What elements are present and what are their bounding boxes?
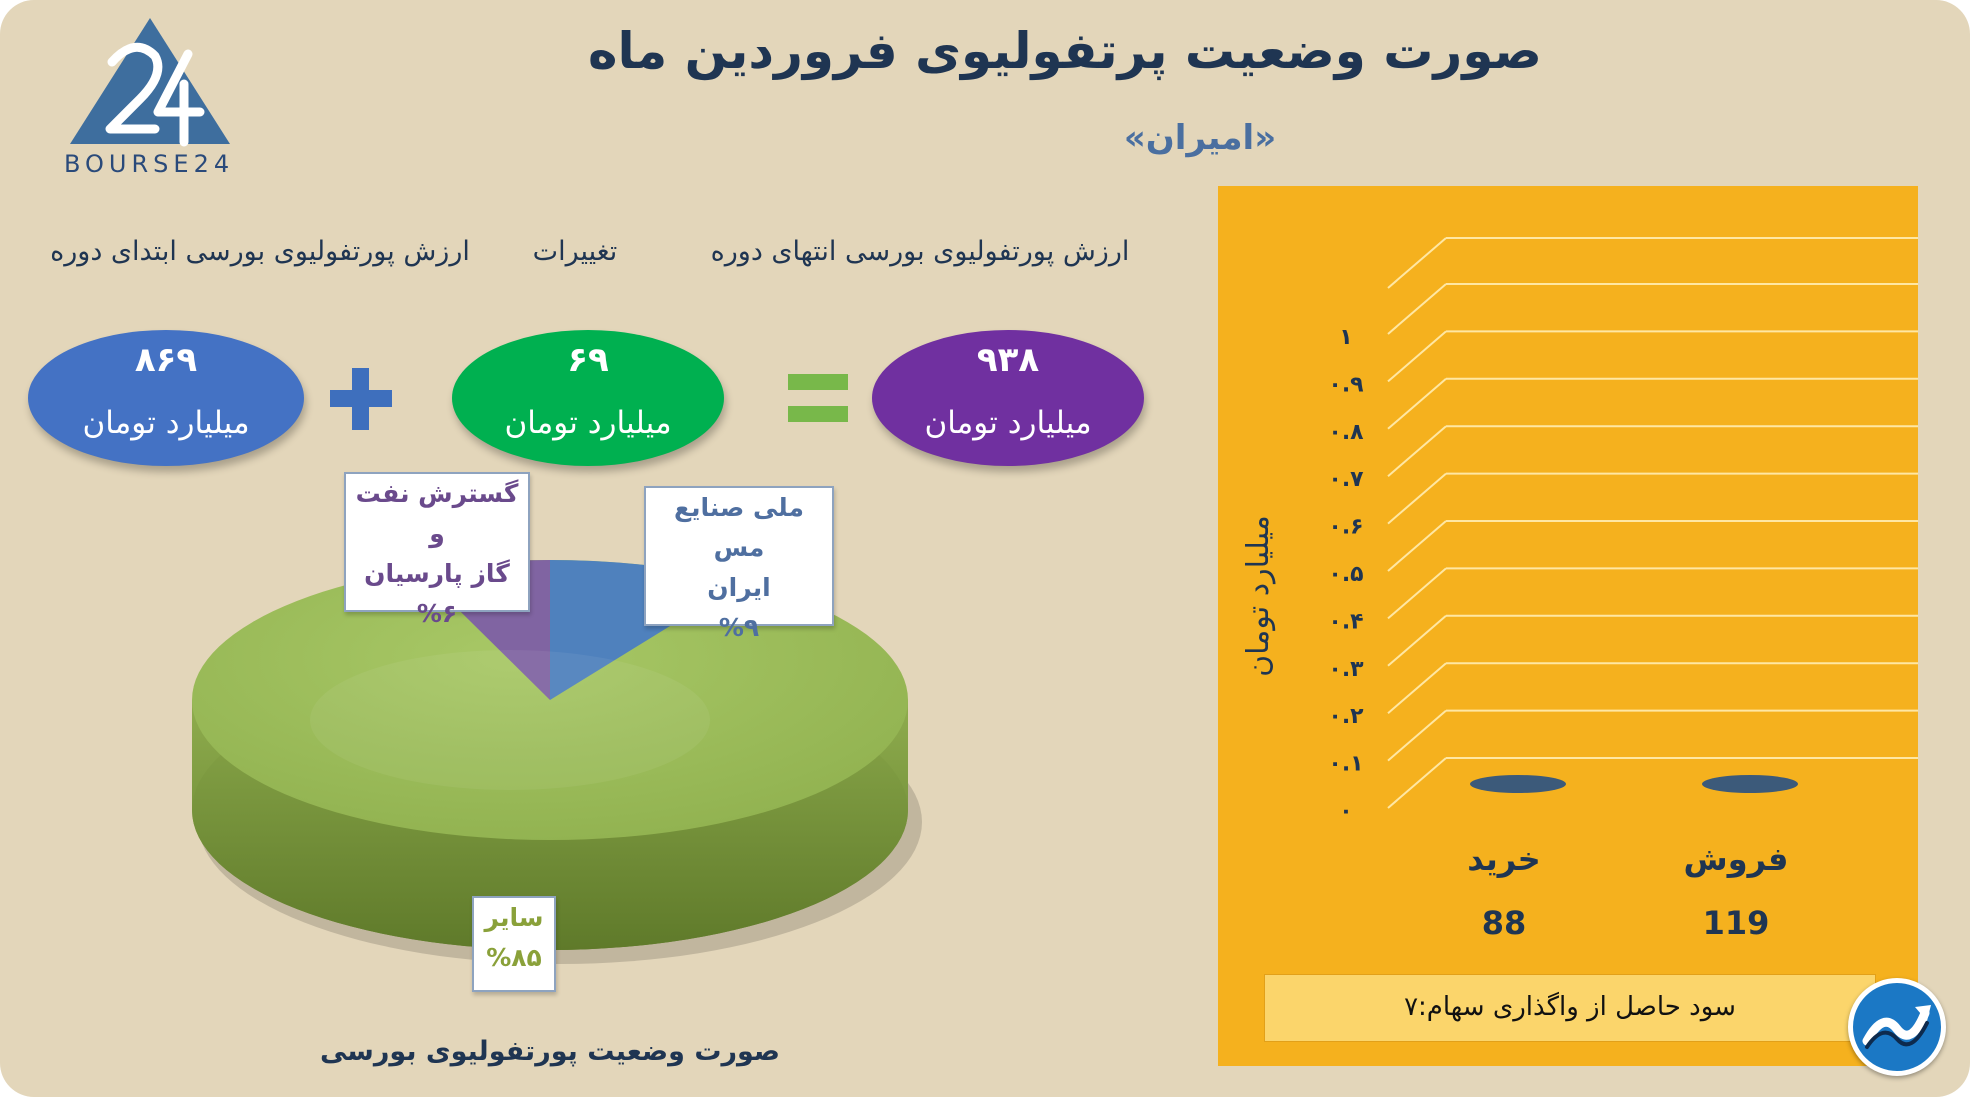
y-tick-label: ۰.۷ (1328, 467, 1364, 492)
bourse24-triangle-logo-icon (70, 18, 230, 147)
pie-slice-other-highlight (310, 650, 710, 790)
pie-label-other-percent: %۸۵ (486, 943, 542, 972)
y-tick-label: ۰.۹ (1328, 372, 1363, 397)
grid-line-oblique (1387, 330, 1447, 383)
pie-label-copper-line2: ایران (707, 573, 771, 602)
grid-line-oblique (1387, 709, 1447, 762)
grid-line-oblique (1387, 662, 1447, 714)
pie-label-parsian-percent: %۶ (416, 599, 458, 628)
pie-label-parsian-line1: گسترش نفت و (355, 479, 519, 548)
grid-line-oblique (1387, 425, 1447, 477)
y-tick-label: ۰.۲ (1328, 704, 1364, 729)
start-value-ellipse: ۸۶۹ میلیارد تومان (28, 330, 304, 466)
x-category-label: خرید (1467, 840, 1540, 878)
grid-line-oblique (1387, 237, 1447, 289)
bar (1470, 775, 1566, 793)
grid-line-oblique (1387, 567, 1447, 620)
end-unit: میلیارد تومان (924, 405, 1092, 441)
change-unit: میلیارد تومان (504, 405, 672, 441)
y-tick-label: ۰.۴ (1328, 609, 1363, 634)
pie-label-copper-percent: %۹ (718, 613, 760, 642)
pie-label-copper: ملی صنایع مس ایران %۹ (644, 486, 834, 642)
grid-line-oblique (1387, 378, 1447, 430)
bar-chart: میلیارد تومان ۰ ۰.۱ ۰.۲ ۰.۳ ۰.۴ ۰.۵ ۰.۶ ۰.۷ ۰.۸ ۰.… (1241, 237, 1918, 942)
y-tick-label: ۰.۳ (1328, 657, 1364, 682)
pie-label-other: سایر %۸۵ (472, 896, 556, 992)
x-category-label: فروش (1684, 840, 1789, 878)
pie-label-parsian: گسترش نفت و گاز پارسیان %۶ (344, 472, 530, 628)
y-tick-label: ۰.۱ (1328, 752, 1363, 777)
pie-label-parsian-line2: گاز پارسیان (364, 559, 510, 588)
grid-line-oblique (1387, 472, 1447, 525)
y-axis-title: میلیارد تومان (1241, 515, 1276, 677)
start-value: ۸۶۹ (134, 340, 198, 380)
y-tick-label: ۰.۶ (1328, 515, 1363, 540)
grid-line-oblique (1387, 757, 1447, 809)
grid-line-oblique (1387, 520, 1447, 572)
change-heading: تغییرات (532, 236, 618, 267)
y-tick-label: ۰.۸ (1328, 420, 1364, 445)
page-subtitle: «امیران» (1123, 118, 1277, 158)
pie-label-other-line1: سایر (484, 903, 544, 932)
chart-trend-badge-icon (1848, 978, 1946, 1076)
bar-chart-panel: میلیارد تومان ۰ ۰.۱ ۰.۲ ۰.۳ ۰.۴ ۰.۵ ۰.۶ ۰.۷ ۰.۸ ۰.… (1218, 186, 1918, 1066)
profit-from-sales-box: سود حاصل از واگذاری سهام:۷ (1264, 974, 1876, 1042)
equals-icon (788, 374, 848, 424)
pie-label-copper-line1: ملی صنایع مس (674, 493, 804, 562)
bar-data-label: 119 (1703, 904, 1770, 942)
y-tick-label: ۱ (1339, 325, 1352, 350)
end-value: ۹۳۸ (976, 340, 1040, 380)
change-value-ellipse: ۶۹ میلیارد تومان (452, 330, 724, 466)
end-value-heading: ارزش پورتفولیوی بورسی انتهای دوره (710, 236, 1130, 267)
page-title: صورت وضعیت پرتفولیوی فروردین ماه (587, 22, 1542, 80)
grid-line-oblique (1387, 615, 1447, 667)
y-tick-label: ۰.۵ (1328, 562, 1363, 587)
end-value-ellipse: ۹۳۸ میلیارد تومان (872, 330, 1144, 466)
bar-data-label: 88 (1482, 904, 1527, 942)
change-value: ۶۹ (567, 340, 609, 380)
start-unit: میلیارد تومان (82, 405, 250, 441)
grid-line-oblique (1387, 283, 1447, 335)
y-tick-label: ۰ (1339, 799, 1352, 824)
start-value-heading: ارزش پورتفولیوی بورسی ابتدای دوره (50, 236, 470, 267)
bar (1702, 775, 1798, 793)
logo-text: BOURSE24 (64, 150, 235, 178)
pie-chart-title: صورت وضعیت پورتفولیوی بورسی (319, 1036, 781, 1067)
plus-icon (330, 368, 392, 430)
